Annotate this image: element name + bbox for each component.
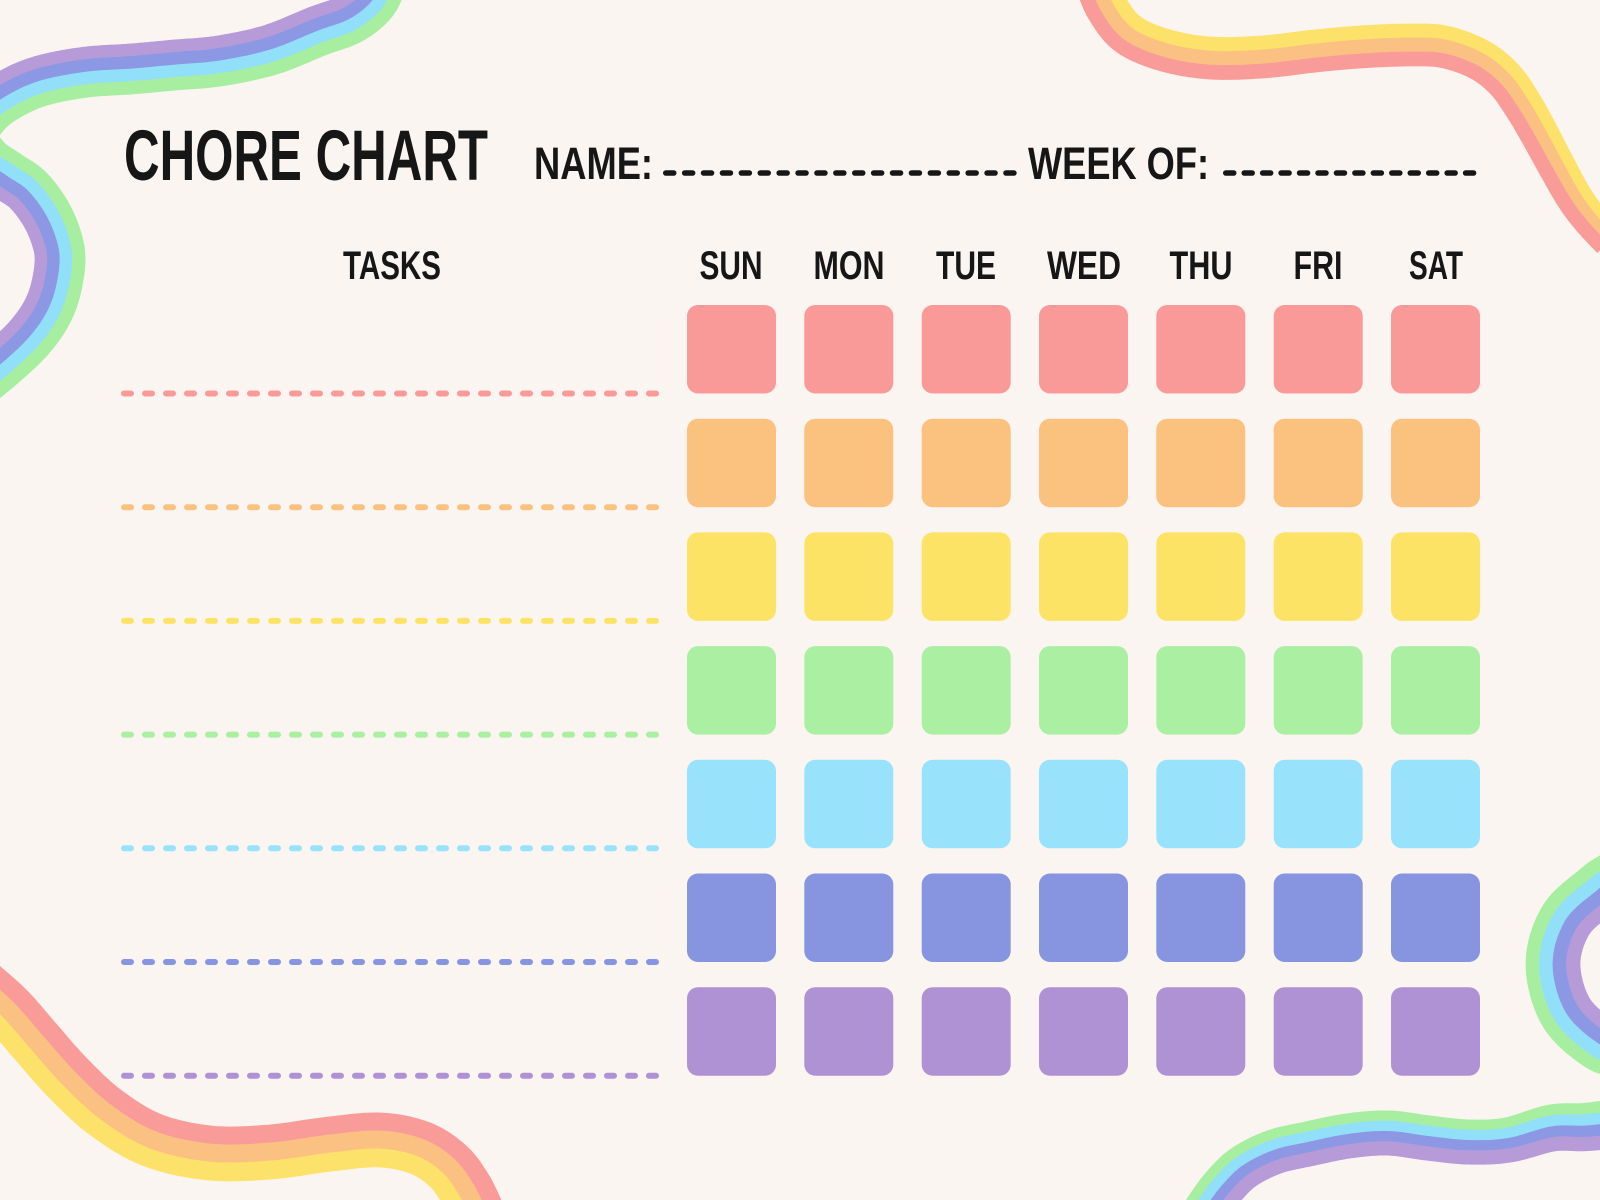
svg-text:SAT: SAT [1409,244,1463,288]
svg-text:FRI: FRI [1294,244,1343,288]
svg-text:NAME:: NAME: [534,138,653,189]
svg-text:WEEK OF:: WEEK OF: [1028,138,1209,189]
svg-text:TASKS: TASKS [343,244,441,288]
svg-text:MON: MON [814,244,885,288]
svg-text:SUN: SUN [700,244,763,288]
svg-text:CHORE CHART: CHORE CHART [124,117,488,196]
svg-text:TUE: TUE [936,244,996,288]
svg-text:WED: WED [1047,244,1121,288]
svg-text:THU: THU [1170,244,1233,288]
